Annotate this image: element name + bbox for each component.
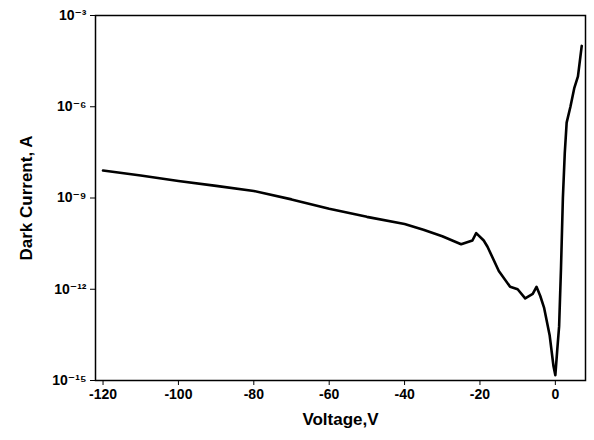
- svg-text:10⁻¹²: 10⁻¹²: [54, 281, 87, 297]
- svg-text:0: 0: [551, 386, 559, 402]
- svg-text:-120: -120: [89, 386, 117, 402]
- svg-text:10⁻⁹: 10⁻⁹: [57, 189, 87, 205]
- svg-text:-20: -20: [470, 386, 490, 402]
- svg-text:-80: -80: [244, 386, 264, 402]
- svg-text:Voltage,V: Voltage,V: [302, 410, 379, 429]
- svg-text:10⁻⁶: 10⁻⁶: [57, 98, 86, 114]
- svg-text:-60: -60: [319, 386, 339, 402]
- svg-text:-100: -100: [164, 386, 192, 402]
- svg-text:Dark Current, A: Dark Current, A: [17, 135, 36, 260]
- svg-text:10⁻¹⁵: 10⁻¹⁵: [52, 372, 86, 388]
- svg-text:10⁻³: 10⁻³: [59, 7, 87, 23]
- svg-text:-40: -40: [394, 386, 414, 402]
